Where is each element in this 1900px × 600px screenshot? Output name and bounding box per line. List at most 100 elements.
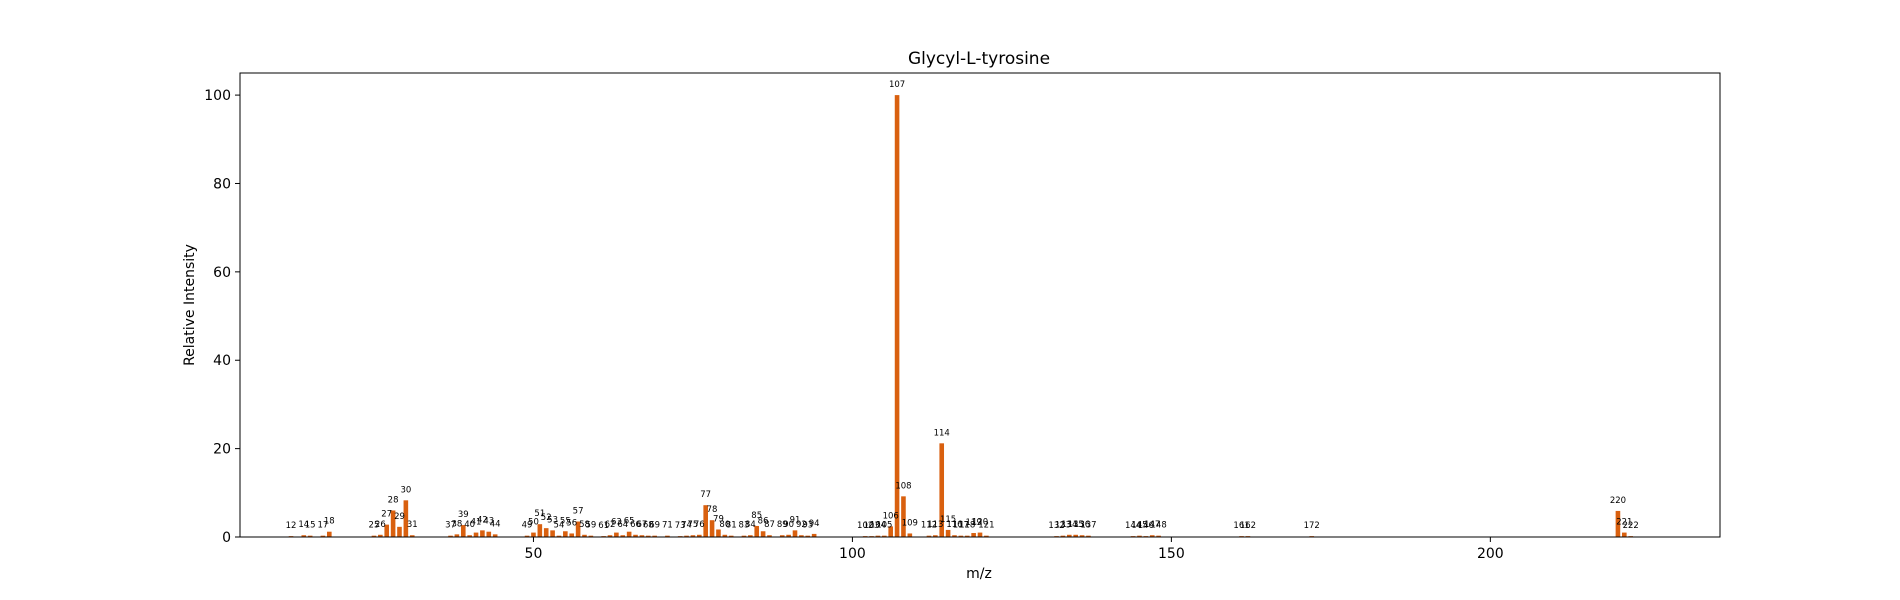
peak-label-29: 29 [394, 512, 405, 522]
bar-mz-50 [531, 532, 536, 537]
peak-label-136: 136 [1074, 520, 1090, 530]
peak-label-52: 52 [541, 513, 552, 523]
x-tick-label: 150 [1158, 546, 1185, 562]
peak-label-83: 83 [739, 521, 750, 531]
bar-mz-133 [1060, 535, 1066, 537]
peak-label-15: 15 [305, 521, 316, 531]
bar-mz-114 [939, 443, 945, 537]
bar-mz-148 [1156, 535, 1161, 537]
peak-label-74: 74 [681, 521, 692, 531]
chart-title: Glycyl-L-tyrosine [908, 49, 1050, 69]
bar-mz-79 [716, 529, 721, 537]
bar-mz-28 [390, 510, 396, 537]
y-tick-label: 0 [222, 530, 231, 546]
bar-mz-69 [652, 535, 657, 537]
peak-label-40: 40 [464, 520, 475, 530]
peak-label-102: 102 [857, 521, 873, 531]
bar-mz-89 [779, 535, 785, 537]
bar-mz-54 [556, 535, 562, 537]
bar-mz-15 [307, 535, 313, 537]
peak-label-39: 39 [458, 510, 469, 520]
bar-mz-14 [301, 535, 307, 537]
bar-mz-52 [543, 528, 549, 537]
bar-mz-62 [607, 535, 613, 537]
bar-mz-81 [728, 535, 734, 537]
peak-label-57: 57 [573, 507, 584, 517]
bar-mz-120 [977, 532, 983, 537]
peak-label-116: 116 [946, 520, 962, 530]
peak-label-56: 56 [566, 518, 577, 528]
bar-mz-91 [792, 530, 798, 537]
peak-label-67: 67 [636, 520, 647, 530]
bar-mz-220 [1615, 510, 1621, 537]
bar-mz-57 [575, 521, 581, 537]
bar-mz-30 [403, 500, 409, 537]
bar-mz-74 [684, 535, 689, 537]
y-tick-label: 80 [213, 176, 231, 192]
peak-label-89: 89 [777, 520, 788, 530]
peak-label-106: 106 [883, 511, 899, 521]
peak-label-93: 93 [802, 521, 813, 531]
bar-mz-53 [550, 530, 555, 537]
peak-label-76: 76 [694, 520, 705, 530]
bar-mz-84 [748, 535, 753, 537]
peak-label-26: 26 [375, 520, 386, 530]
peak-label-62: 62 [605, 520, 616, 530]
bar-mz-115 [945, 529, 951, 537]
peak-label-115: 115 [940, 515, 956, 525]
bar-mz-116 [952, 535, 957, 537]
peak-label-121: 121 [978, 521, 994, 531]
x-tick-label: 100 [839, 546, 866, 562]
peak-label-114: 114 [934, 428, 950, 438]
peak-label-109: 109 [902, 518, 918, 528]
bar-mz-94 [811, 533, 817, 537]
bars-group [288, 95, 1633, 537]
bar-mz-83 [741, 535, 747, 537]
peak-label-118: 118 [959, 521, 975, 531]
peak-label-63: 63 [611, 518, 622, 528]
peak-label-14: 14 [298, 520, 309, 530]
peak-label-73: 73 [675, 521, 686, 531]
bar-mz-90 [786, 534, 791, 537]
peak-label-105: 105 [876, 521, 892, 531]
bar-mz-105 [882, 535, 887, 537]
peak-label-44: 44 [490, 519, 501, 529]
peak-label-132: 132 [1048, 521, 1064, 531]
peak-label-104: 104 [870, 521, 886, 531]
peak-label-221: 221 [1616, 518, 1632, 528]
y-axis-label: Relative Intensity [182, 244, 198, 366]
peak-label-78: 78 [707, 505, 718, 515]
peak-label-220: 220 [1610, 496, 1626, 506]
bar-mz-92 [799, 535, 804, 537]
peak-label-64: 64 [617, 520, 628, 530]
bar-mz-63 [614, 532, 619, 537]
bar-mz-51 [537, 524, 543, 537]
peak-label-75: 75 [688, 520, 699, 530]
bar-mz-68 [645, 535, 651, 537]
bar-mz-76 [697, 534, 702, 537]
bar-mz-85 [754, 525, 760, 537]
peak-label-28: 28 [388, 495, 399, 505]
bar-mz-147 [1149, 535, 1155, 537]
peak-label-71: 71 [662, 521, 673, 531]
peak-label-103: 103 [863, 521, 879, 531]
peak-label-50: 50 [528, 518, 539, 528]
bar-mz-26 [378, 534, 383, 537]
peak-label-17: 17 [318, 521, 329, 531]
y-axis: 0 20 40 60 80 100 [204, 88, 240, 546]
bar-mz-106 [888, 526, 893, 537]
peak-label-41: 41 [471, 518, 482, 528]
peak-label-49: 49 [522, 521, 533, 531]
bar-mz-17 [320, 535, 326, 537]
bar-mz-59 [588, 535, 594, 537]
y-tick-label: 20 [213, 442, 231, 458]
peak-label-37: 37 [445, 521, 456, 531]
bar-mz-18 [327, 531, 332, 537]
bar-mz-117 [958, 535, 964, 537]
y-tick-label: 60 [213, 265, 231, 281]
peak-label-31: 31 [407, 520, 418, 530]
peak-label-113: 113 [927, 520, 943, 530]
peak-label-148: 148 [1151, 521, 1167, 531]
peak-label-119: 119 [966, 518, 982, 528]
peak-label-112: 112 [921, 521, 937, 531]
